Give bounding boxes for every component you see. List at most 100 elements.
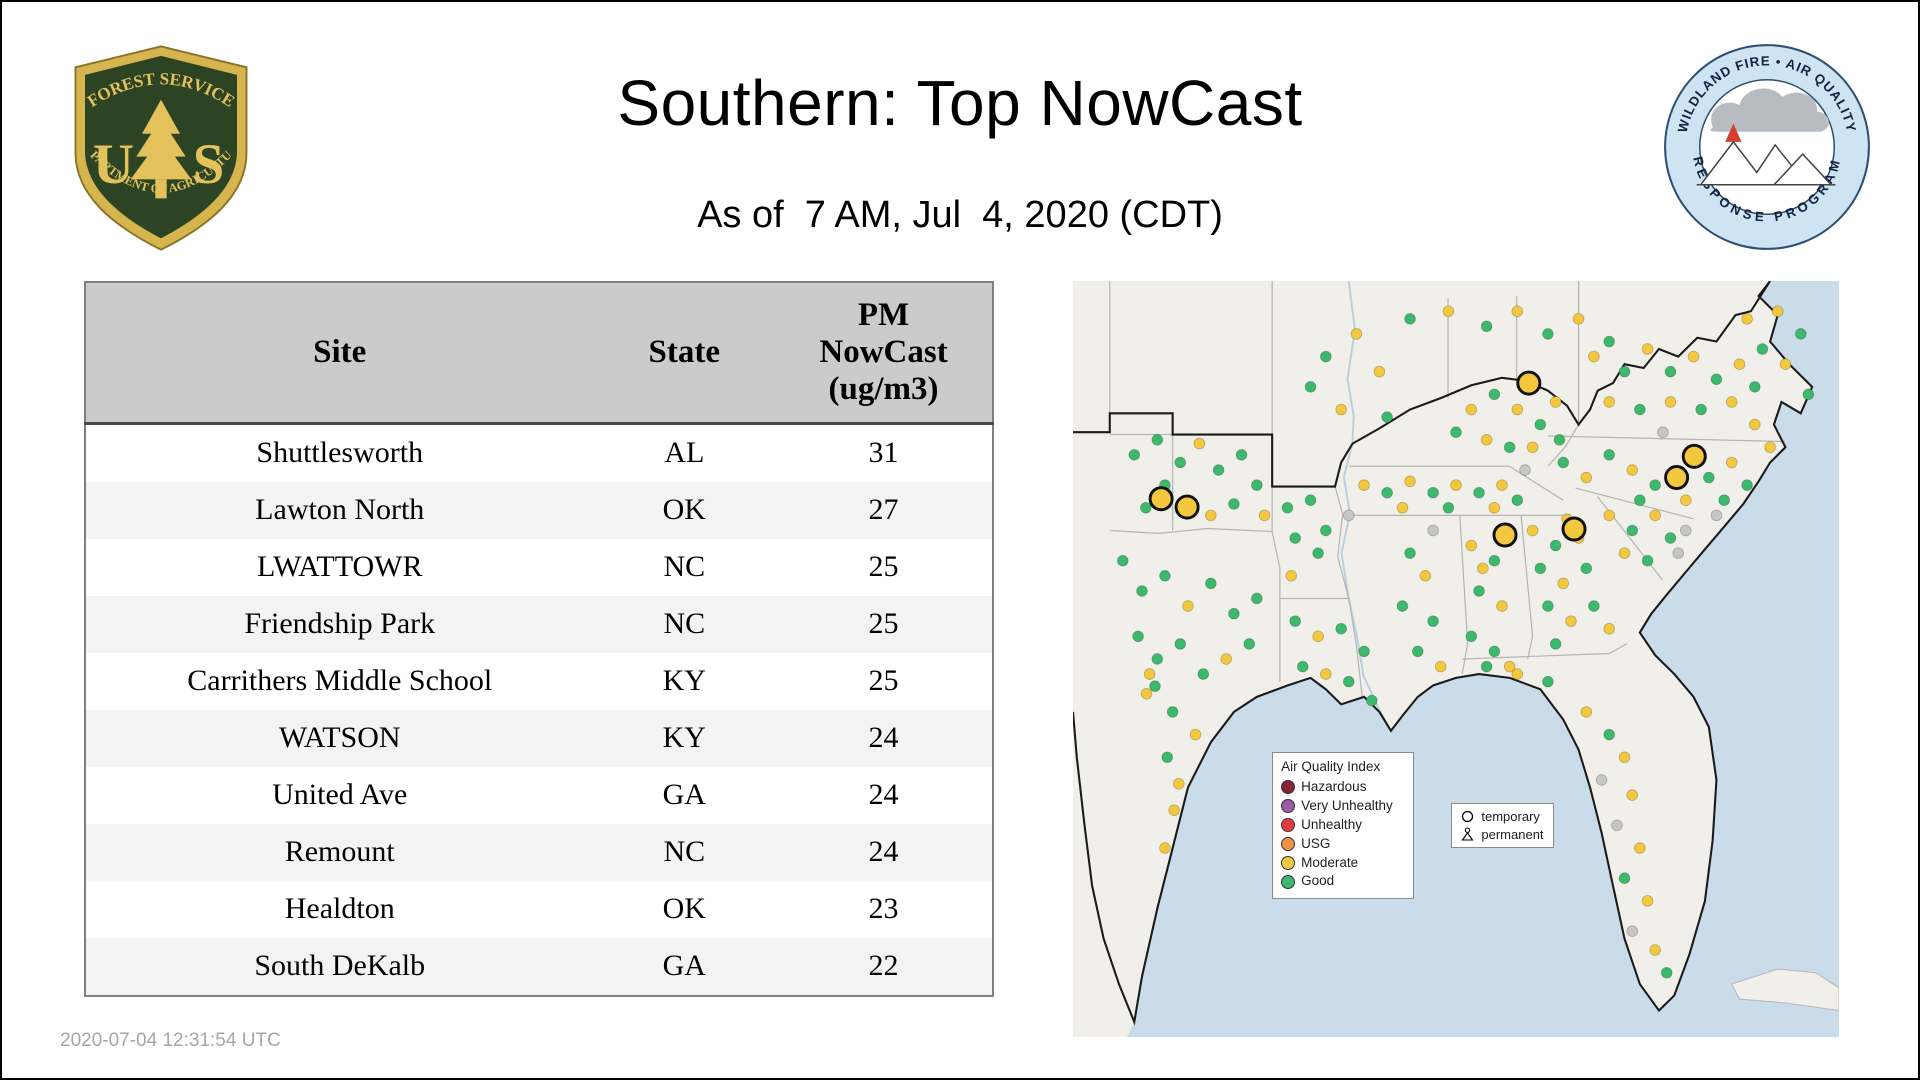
top-sites-layer	[1148, 370, 1707, 548]
value-cell: 25	[775, 652, 993, 710]
monitor-dot	[1488, 501, 1501, 514]
monitor-dot	[1588, 600, 1600, 612]
monitor-dot	[1488, 645, 1501, 658]
usfs-logo: FOREST SERVICE DEPARTMENT OF AGRICULTURE…	[66, 42, 248, 251]
monitor-dot	[1320, 524, 1332, 537]
site-cell: Carrithers Middle School	[85, 652, 594, 710]
aqi-legend-item: Moderate	[1281, 854, 1405, 873]
monitor-dot	[1687, 350, 1700, 363]
monitor-dot	[1634, 494, 1646, 507]
monitor-dot	[1404, 475, 1416, 488]
monitor-dot	[1626, 789, 1639, 801]
page-title: Southern: Top NowCast	[617, 67, 1303, 139]
generation-timestamp: 2020-07-04 12:31:54 UTC	[60, 1030, 281, 1051]
monitor-dot	[1404, 313, 1416, 325]
monitor-dot	[1427, 615, 1439, 627]
monitor-dot	[1649, 479, 1661, 491]
monitor-dot	[1350, 328, 1363, 340]
aqi-legend-item: Hazardous	[1281, 778, 1405, 797]
aqi-legend-label: Moderate	[1301, 854, 1359, 870]
monitor-dot	[1419, 569, 1432, 582]
monitor-dot	[1320, 668, 1332, 680]
monitor-dot	[1450, 426, 1462, 439]
monitor-dot	[1626, 464, 1639, 476]
col-header-pm: PM NowCast (ug/m3)	[775, 282, 993, 425]
monitor-dot	[1733, 358, 1746, 371]
aqi-legend-label: USG	[1301, 835, 1331, 851]
aqi-legend-label: Very Unhealthy	[1301, 797, 1393, 813]
monitor-dot	[1304, 494, 1317, 507]
permanent-label: permanent	[1481, 826, 1544, 842]
pine-tree-icon	[130, 99, 192, 199]
monitor-dot	[1725, 456, 1738, 469]
monitor-dot	[1542, 328, 1554, 340]
monitor-dot	[1358, 645, 1370, 658]
aqi-legend-label: Good	[1301, 873, 1335, 889]
monitor-dot	[1342, 509, 1355, 522]
state-cell: OK	[593, 481, 776, 539]
monitor-dot	[1580, 471, 1593, 484]
monitor-dot	[1396, 501, 1409, 514]
monitor-dot	[1151, 433, 1164, 446]
monitor-dot	[1534, 418, 1547, 431]
state-cell: OK	[593, 880, 776, 938]
monitor-dot	[1235, 449, 1248, 461]
monitor-dot	[1473, 486, 1485, 499]
monitor-dot	[1381, 411, 1393, 423]
monitor-dot	[1289, 615, 1302, 627]
monitor-dot	[1664, 396, 1677, 408]
monitor-dot	[1488, 554, 1501, 567]
monitor-dot	[1243, 638, 1256, 650]
monitor-dot	[1618, 365, 1631, 378]
monitor-dot	[1172, 777, 1185, 790]
monitor-dot	[1404, 547, 1416, 559]
monitor-dot	[1335, 622, 1347, 635]
site-cell: Remount	[85, 823, 594, 881]
monitor-dot	[1756, 343, 1769, 355]
monitor-dot	[1710, 373, 1723, 386]
monitor-dot	[1802, 388, 1815, 401]
monitor-dot	[1465, 539, 1478, 552]
monitor-dot	[1725, 396, 1738, 408]
monitor-dot	[1641, 554, 1654, 567]
value-cell: 24	[775, 823, 993, 881]
monitor-dot	[1149, 680, 1161, 693]
monitor-dot	[1649, 944, 1661, 956]
monitor-dot	[1182, 600, 1194, 612]
monitor-dot	[1549, 539, 1562, 552]
monitor-dot	[1365, 694, 1378, 707]
monitor-dot	[1603, 396, 1616, 408]
page-subtitle: As of 7 AM, Jul 4, 2020 (CDT)	[697, 194, 1223, 236]
monitor-dot	[1549, 638, 1562, 650]
table-row: Lawton North OK 27	[85, 481, 993, 539]
monitor-dot	[1657, 426, 1669, 439]
monitor-dot	[1320, 350, 1332, 363]
monitor-dot	[1603, 728, 1616, 741]
usfs-letter-s: S	[193, 133, 225, 196]
state-cell: KY	[593, 652, 776, 710]
monitor-dot	[1679, 524, 1692, 537]
monitor-dot	[1212, 464, 1225, 476]
monitor-dot	[1664, 365, 1677, 378]
wfaqrp-logo: WILDLAND FIRE • AIR QUALITY RESPONSE PRO…	[1664, 44, 1870, 250]
monitor-dot	[1427, 524, 1439, 537]
monitor-dot	[1572, 313, 1585, 325]
monitor-dot	[1511, 403, 1524, 416]
monitor-dot	[1626, 925, 1639, 937]
temporary-label: temporary	[1481, 808, 1540, 824]
monitor-dot	[1281, 501, 1294, 514]
aqi-legend-item: Very Unhealthy	[1281, 797, 1405, 816]
monitor-dot	[1748, 418, 1761, 431]
aqi-swatch-icon	[1281, 799, 1296, 814]
state-cell: AL	[593, 423, 776, 482]
monitor-dot	[1442, 501, 1455, 514]
site-cell: Healdton	[85, 880, 594, 938]
table-row: WATSON KY 24	[85, 709, 993, 767]
monitor-dot	[1634, 842, 1646, 854]
monitor-dot	[1641, 343, 1654, 355]
table-row: United Ave GA 24	[85, 766, 993, 824]
table-header-row: Site State PM NowCast (ug/m3)	[85, 282, 993, 425]
state-cell: NC	[593, 538, 776, 596]
monitor-dot	[1296, 660, 1309, 673]
